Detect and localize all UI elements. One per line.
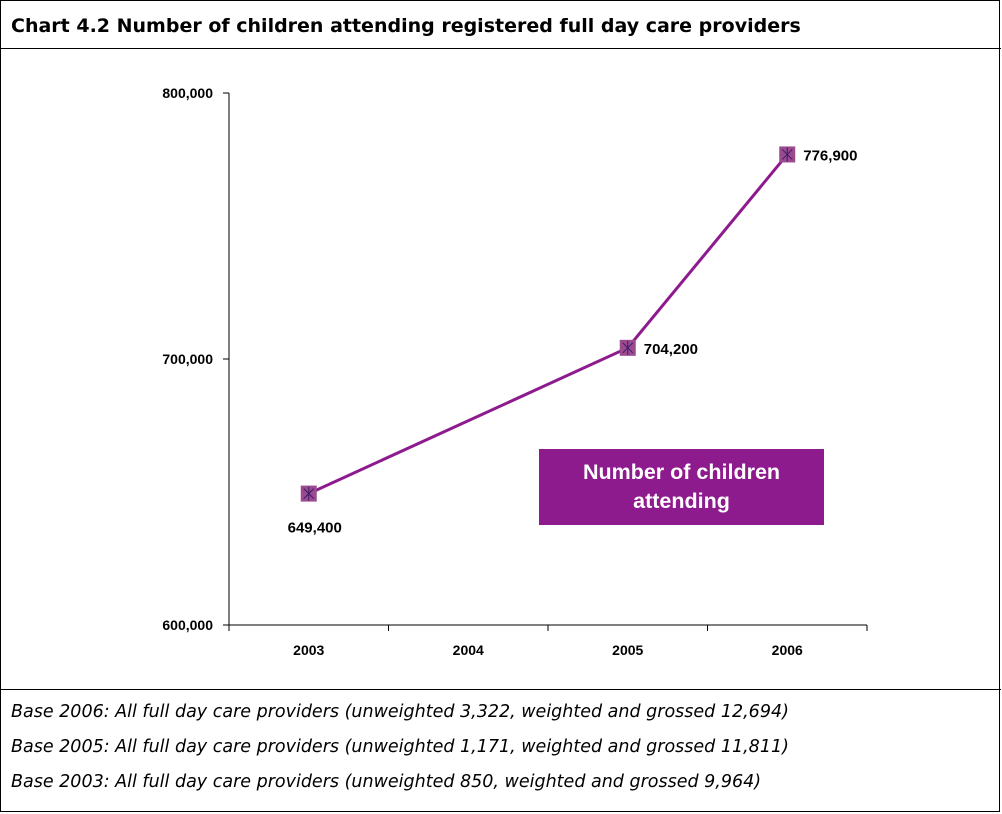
line-chart: 600,000 700,000 800,000 2003 2004 2005 2006 649…	[162, 85, 868, 658]
legend-label: Number of children attending	[582, 460, 781, 513]
data-label: 704,200	[644, 341, 698, 358]
base-note-2003: Base 2003: All full day care providers (…	[11, 772, 762, 792]
base-note-2005: Base 2005: All full day care providers (…	[11, 737, 789, 757]
base-notes: Base 2006: All full day care providers (…	[1, 689, 1001, 813]
data-label: 649,400	[288, 520, 342, 537]
series-line	[308, 153, 789, 495]
base-note-2006: Base 2006: All full day care providers (…	[11, 702, 789, 722]
chart-area: 600,000 700,000 800,000 2003 2004 2005 2006 649…	[1, 49, 1001, 689]
x-tick-label: 2003	[293, 642, 324, 658]
legend: Number of children attending	[539, 449, 824, 525]
y-tick-label: 800,000	[162, 85, 213, 101]
chart-title: Chart 4.2 Number of children attending r…	[11, 15, 801, 37]
x-tick-label: 2005	[612, 642, 643, 658]
title-bar: Chart 4.2 Number of children attending r…	[1, 1, 1001, 49]
y-tick-label: 700,000	[162, 351, 213, 367]
x-tick-label: 2006	[772, 642, 803, 658]
x-tick-label: 2004	[453, 642, 484, 658]
y-tick-label: 600,000	[162, 617, 213, 633]
data-label: 776,900	[803, 147, 857, 164]
